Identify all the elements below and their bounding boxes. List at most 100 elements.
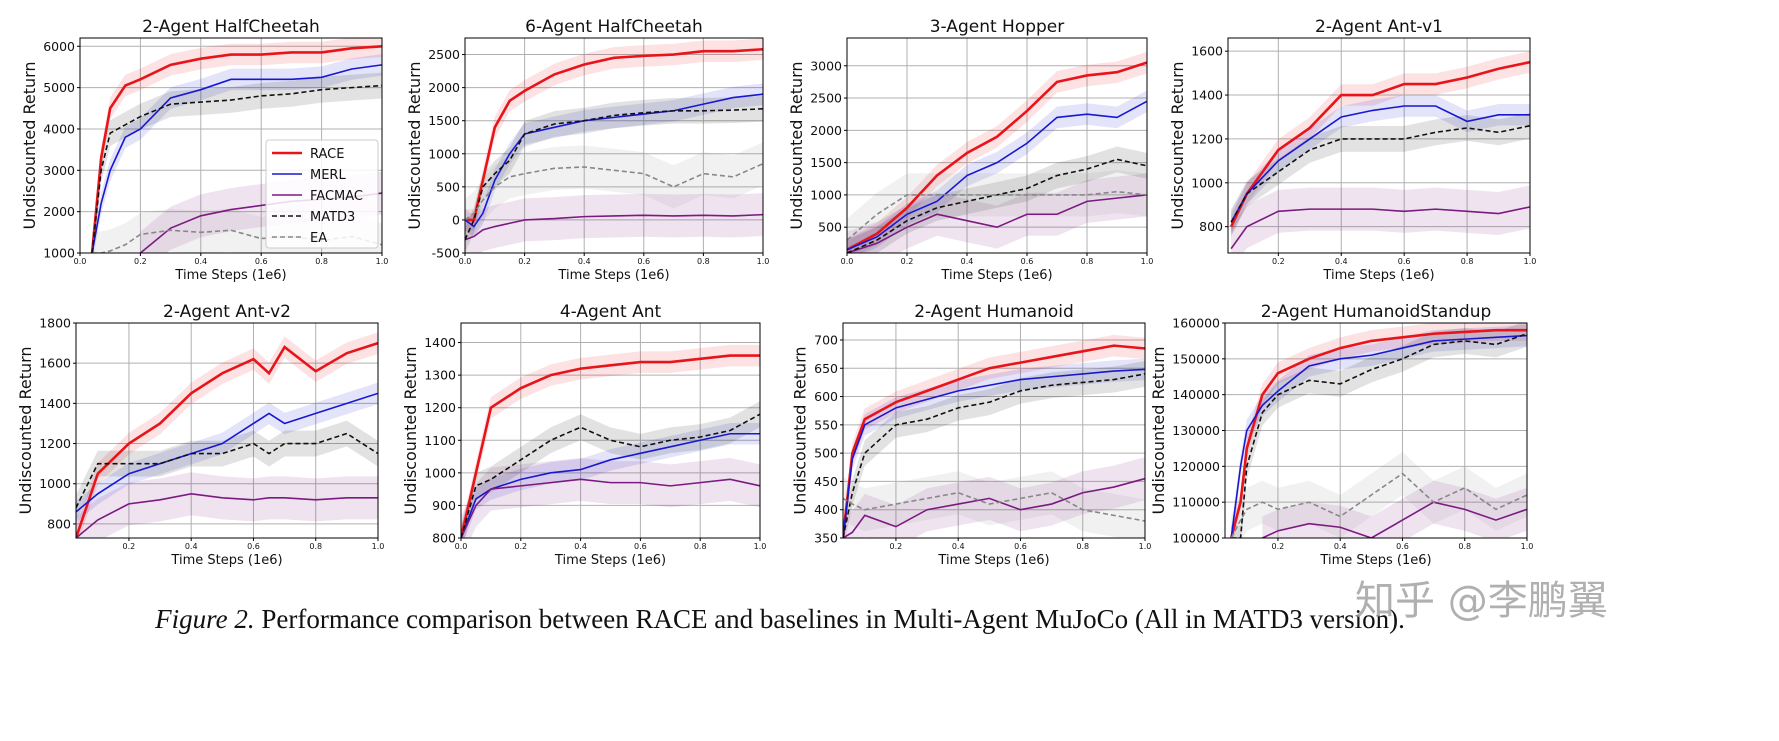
x-tick-label: 0.2	[123, 542, 136, 551]
plot-area	[461, 344, 760, 538]
band-race	[461, 344, 760, 538]
legend-label-race: RACE	[310, 147, 344, 162]
band-matd3	[461, 401, 760, 538]
y-tick-label: 1200	[39, 436, 71, 451]
y-axis-label: Undiscounted Return	[1168, 61, 1187, 229]
x-tick-label: 0.6	[1398, 257, 1411, 266]
x-tick-label: 0.4	[185, 542, 198, 551]
band-race	[1231, 51, 1530, 238]
x-tick-label: 0.2	[1272, 257, 1285, 266]
x-tick-label: 0.6	[255, 257, 268, 266]
y-tick-label: 2500	[810, 91, 842, 106]
y-tick-label: 110000	[1172, 495, 1220, 510]
line-race	[465, 47, 763, 222]
line-merl	[1230, 334, 1527, 538]
line-matd3	[843, 373, 1145, 538]
x-tick-label: 1.0	[1521, 542, 1534, 551]
y-tick-label: 1000	[428, 146, 460, 161]
x-tick-label: 0.4	[952, 542, 965, 551]
x-tick-label: 0.4	[961, 257, 974, 266]
band-facmac	[76, 472, 378, 538]
line-ea	[1230, 472, 1527, 538]
axes-frame	[464, 37, 764, 254]
band-ea	[1231, 452, 1527, 538]
x-tick-label: 0.8	[1081, 257, 1094, 266]
y-tick-label: 1300	[424, 368, 456, 383]
x-tick-label: 0.4	[578, 257, 591, 266]
band-matd3	[1231, 323, 1527, 538]
x-tick-label: 0.2	[134, 257, 147, 266]
line-facmac	[843, 477, 1145, 538]
y-tick-label: 600	[814, 389, 838, 404]
line-merl	[76, 392, 378, 513]
x-tick-label: 0.8	[1458, 542, 1471, 551]
y-tick-label: 6000	[43, 39, 75, 54]
axes-frame	[842, 322, 1146, 539]
y-tick-label: -500	[432, 246, 460, 261]
x-tick-label: 0.6	[1396, 542, 1409, 551]
y-tick-label: 2000	[428, 80, 460, 95]
line-facmac	[465, 213, 763, 241]
x-tick-label: 0.2	[901, 257, 914, 266]
subplot-title: 4-Agent Ant	[560, 302, 662, 322]
band-merl	[465, 83, 763, 238]
y-tick-label: 1200	[1191, 131, 1223, 146]
x-tick-label: 0.4	[194, 257, 207, 266]
subplot-2: 6-Agent HalfCheetah 0.0 0.2 0.4 0.6 0.8 1.0 -50…	[405, 17, 770, 283]
line-merl	[1230, 105, 1530, 223]
x-tick-label: 0.0	[455, 542, 468, 551]
x-tick-label: 0.6	[637, 257, 650, 266]
subplot-8: 2-Agent HumanoidStandup 0.2 0.4 0.6 0.8 1.0 10…	[1149, 302, 1533, 568]
subplot-title: 2-Agent Ant-v1	[1315, 17, 1443, 37]
band-matd3	[1231, 112, 1530, 236]
y-tick-label: 1500	[428, 113, 460, 128]
x-axis-label: Time Steps (1e6)	[1322, 268, 1434, 283]
y-tick-label: 1400	[424, 335, 456, 350]
figure-caption: Figure 2. Performance comparison between…	[0, 604, 1560, 635]
y-tick-label: 800	[47, 516, 71, 531]
line-matd3	[76, 432, 378, 509]
axes-frame	[846, 37, 1148, 254]
band-facmac	[843, 457, 1145, 538]
band-merl	[461, 423, 760, 538]
plot-area	[1229, 323, 1527, 538]
y-tick-label: 450	[814, 474, 838, 489]
y-tick-label: 160000	[1172, 316, 1220, 331]
y-tick-label: 3000	[810, 58, 842, 73]
x-tick-label: 1.0	[1139, 542, 1152, 551]
line-ea	[847, 190, 1147, 241]
x-tick-label: 1.0	[1524, 257, 1537, 266]
y-tick-label: 700	[814, 332, 838, 347]
x-tick-label: 1.0	[376, 257, 389, 266]
x-axis-label: Time Steps (1e6)	[1319, 553, 1431, 568]
y-axis-label: Undiscounted Return	[787, 61, 806, 229]
band-facmac	[465, 193, 763, 253]
y-tick-label: 550	[814, 417, 838, 432]
y-tick-label: 100000	[1172, 531, 1220, 546]
x-tick-label: 0.8	[1461, 257, 1474, 266]
legend: RACE MERL FACMAC MATD3 EA	[265, 139, 379, 249]
x-tick-label: 0.0	[459, 257, 472, 266]
line-matd3	[1231, 332, 1527, 538]
axes-frame	[1227, 37, 1531, 254]
y-tick-label: 2000	[43, 204, 75, 219]
subplot-title: 2-Agent HalfCheetah	[142, 17, 320, 37]
y-tick-label: 1400	[1191, 88, 1223, 103]
axes-frame	[1224, 322, 1528, 539]
subplot-3: 3-Agent Hopper 0.0 0.2 0.4 0.6 0.8 1.0 500 1000 1…	[787, 17, 1154, 283]
y-tick-label: 500	[436, 179, 460, 194]
y-axis-label: Undiscounted Return	[791, 346, 810, 514]
line-merl	[465, 93, 763, 228]
band-matd3	[92, 72, 382, 253]
subplot-6: 4-Agent Ant 0.0 0.2 0.4 0.6 0.8 1.0 800 900 1000 1…	[401, 302, 767, 568]
subplot-title: 2-Agent Ant-v2	[163, 302, 291, 322]
line-facmac	[76, 492, 378, 538]
x-tick-label: 1.0	[757, 257, 770, 266]
y-tick-label: 1200	[424, 400, 456, 415]
band-race	[465, 38, 763, 231]
y-tick-label: 5000	[43, 80, 75, 95]
x-axis-label: Time Steps (1e6)	[557, 268, 669, 283]
y-tick-label: 800	[1199, 219, 1223, 234]
plot-area	[1229, 51, 1530, 253]
